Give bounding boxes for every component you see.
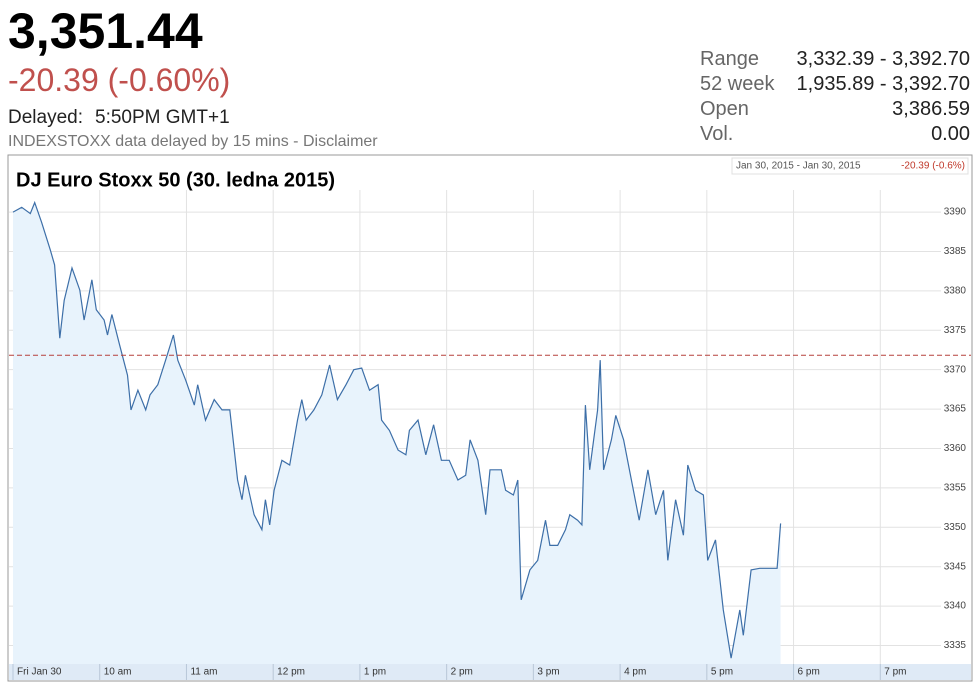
- y-tick-label: 3375: [944, 325, 967, 336]
- price-change: -20.39 (-0.60%): [8, 62, 231, 98]
- x-tick-label: 7 pm: [884, 667, 906, 678]
- delay-label: Delayed:: [8, 107, 83, 128]
- x-tick-label: 2 pm: [451, 667, 473, 678]
- x-tick-label: 1 pm: [364, 667, 386, 678]
- range-change: -20.39 (-0.6%): [901, 161, 965, 172]
- stat-row: Open 3,386.59: [700, 98, 970, 123]
- disclaimer[interactable]: INDEXSTOXX data delayed by 15 mins - Dis…: [8, 133, 378, 150]
- stat-label: Vol.: [700, 123, 734, 145]
- x-tick-label: 12 pm: [277, 667, 305, 678]
- range-dates: Jan 30, 2015 - Jan 30, 2015: [736, 161, 861, 172]
- x-tick-label: 5 pm: [711, 667, 733, 678]
- stat-row: 52 week 1,935.89 - 3,392.70: [700, 73, 970, 98]
- y-tick-label: 3365: [944, 404, 967, 415]
- stat-label: Range: [700, 48, 759, 70]
- stats-table: Range 3,332.39 - 3,392.70 52 week 1,935.89 …: [700, 48, 970, 148]
- price: 3,351.44: [8, 3, 203, 59]
- x-tick-label: 11 am: [190, 667, 217, 678]
- stat-label: 52 week: [700, 73, 775, 95]
- y-tick-label: 3380: [944, 286, 967, 297]
- stat-value: 0.00: [931, 123, 970, 145]
- line: [12, 200, 782, 659]
- x-tick-label: 10 am: [104, 667, 132, 678]
- stat-value: 3,332.39 - 3,392.70: [796, 48, 970, 70]
- stat-value: 3,386.59: [892, 98, 970, 120]
- y-tick-label: 3340: [944, 601, 967, 612]
- range-box: [731, 157, 969, 175]
- stat-value: 1,935.89 - 3,392.70: [796, 73, 970, 95]
- y-tick-label: 3390: [944, 207, 967, 218]
- y-tick-label: 3360: [944, 443, 967, 454]
- x-axis-band: [9, 664, 971, 680]
- y-tick-label: 3370: [944, 364, 967, 375]
- y-tick-label: 3345: [944, 561, 967, 572]
- x-tick-label: 6 pm: [798, 667, 820, 678]
- x-tick-label: 3 pm: [537, 667, 559, 678]
- stat-row: Vol. 0.00: [700, 123, 970, 148]
- y-tick-label: 3335: [944, 640, 967, 651]
- chart-title: DJ Euro Stoxx 50 (30. ledna 2015): [16, 169, 335, 191]
- y-tick-label: 3355: [944, 483, 967, 494]
- x-tick-label: Fri Jan 30: [17, 667, 62, 678]
- stat-row: Range 3,332.39 - 3,392.70: [700, 48, 970, 73]
- y-tick-label: 3350: [944, 522, 967, 533]
- x-tick-label: 4 pm: [624, 667, 646, 678]
- stat-label: Open: [700, 98, 749, 120]
- area: [13, 202, 781, 664]
- delay-info: Delayed: 5:50PM GMT+1: [8, 107, 230, 129]
- delay-time: 5:50PM GMT+1: [95, 107, 230, 128]
- y-tick-label: 3385: [944, 246, 967, 257]
